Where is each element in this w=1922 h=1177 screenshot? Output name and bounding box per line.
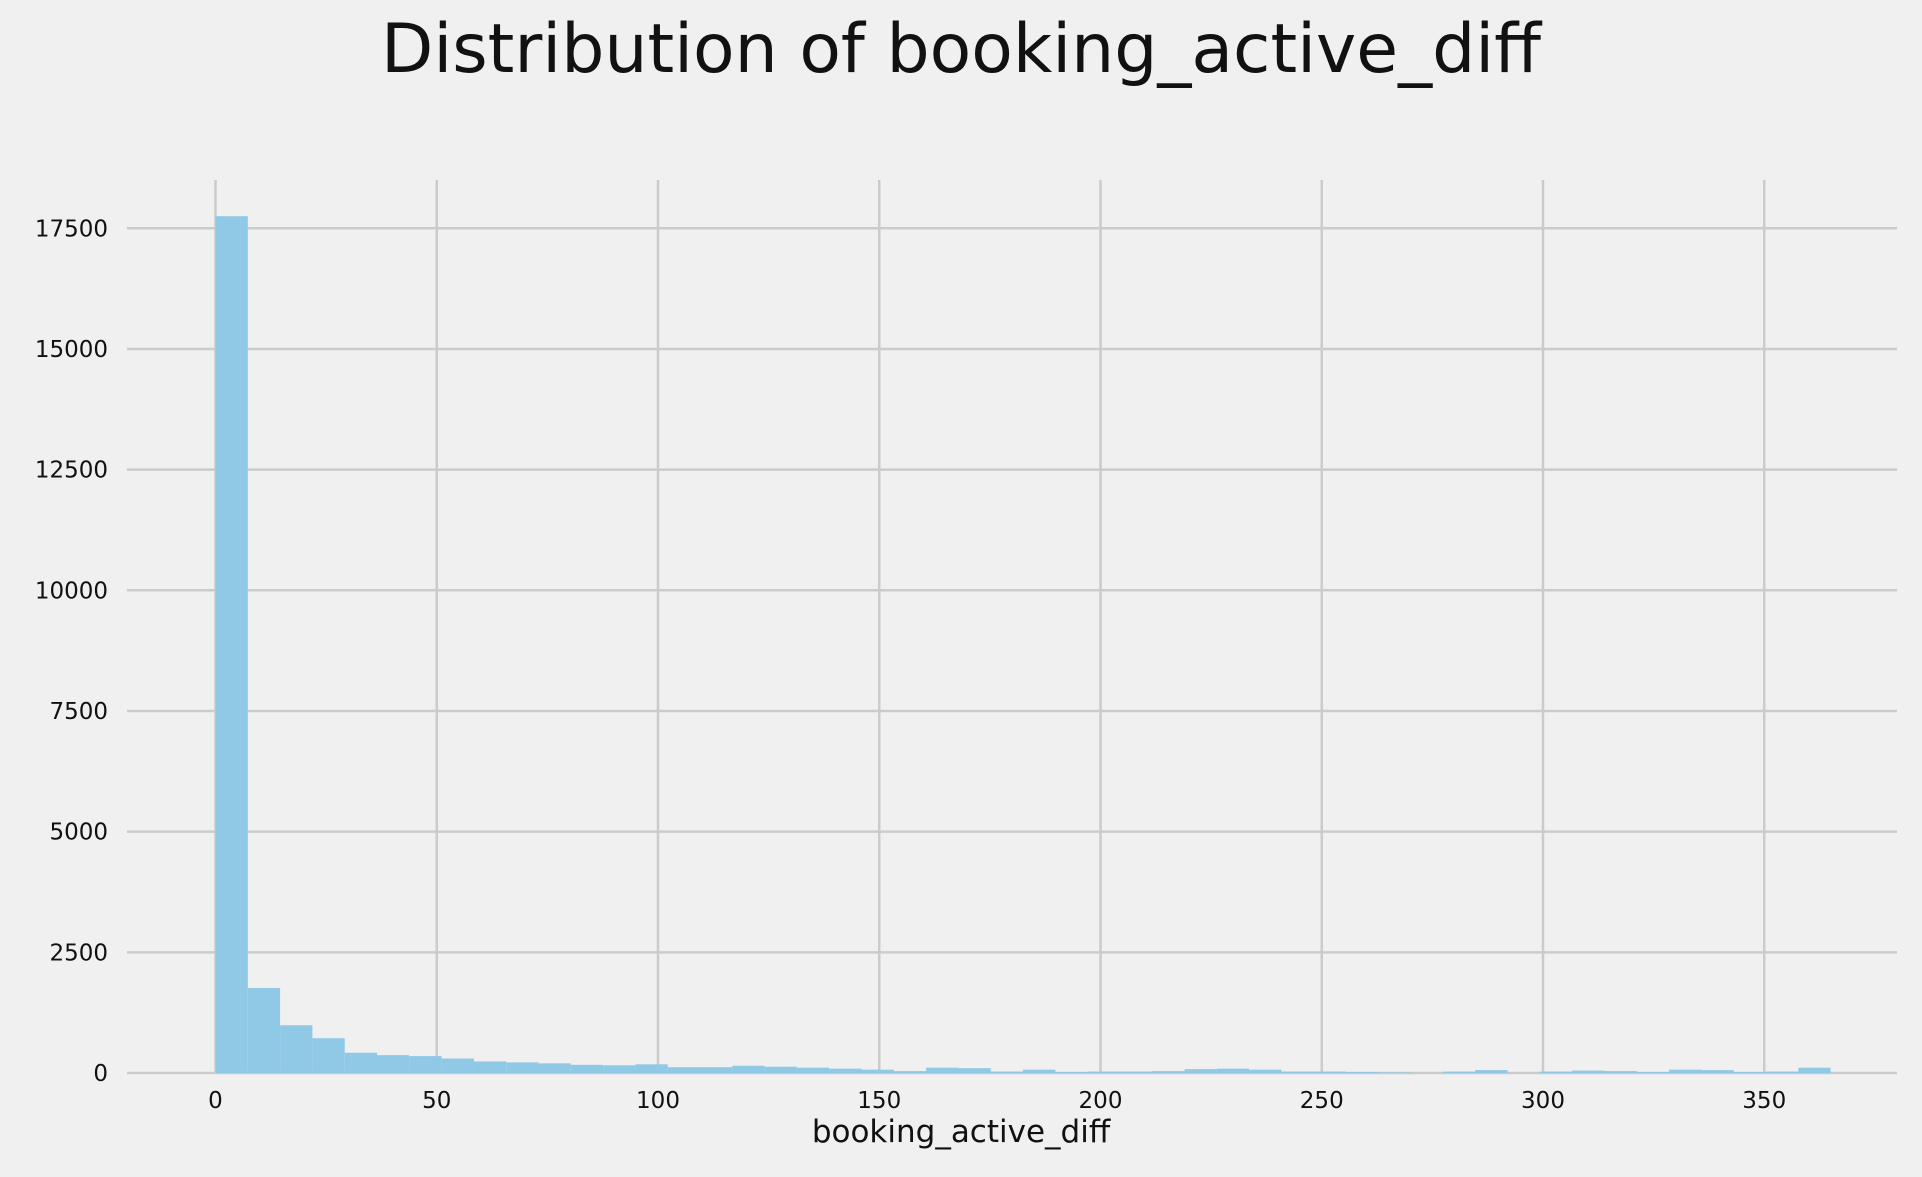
chart-title: Distribution of booking_active_diff: [381, 10, 1541, 89]
histogram-bar: [732, 1065, 765, 1073]
y-tick-label: 0: [93, 1061, 108, 1087]
histogram-bar: [893, 1071, 927, 1073]
x-tick-label: 200: [1079, 1088, 1123, 1114]
histogram-bar: [700, 1067, 733, 1073]
histogram-bar: [667, 1067, 701, 1073]
histogram-bar: [861, 1069, 894, 1073]
histogram-bar: [1281, 1071, 1314, 1073]
y-tick-label: 12500: [35, 458, 108, 484]
y-tick-label: 15000: [35, 337, 108, 363]
histogram-bar: [280, 1025, 313, 1073]
histogram-bar: [1119, 1071, 1153, 1073]
x-tick-label: 250: [1300, 1088, 1344, 1114]
y-tick-label: 10000: [35, 578, 108, 604]
histogram-bar: [1313, 1071, 1347, 1073]
histogram-bar: [1636, 1072, 1670, 1073]
x-tick-label: 350: [1742, 1088, 1786, 1114]
histogram-bar: [926, 1067, 959, 1073]
y-tick-label: 2500: [49, 940, 108, 966]
histogram-bar: [312, 1038, 345, 1073]
histogram-bar: [247, 988, 281, 1073]
histogram-bar: [829, 1068, 862, 1073]
x-tick-label: 100: [636, 1088, 680, 1114]
histogram-bar: [1701, 1070, 1734, 1073]
histogram-bar: [538, 1063, 571, 1073]
histogram-bar: [1216, 1068, 1250, 1073]
x-tick-label: 50: [422, 1088, 451, 1114]
histogram-bar: [1572, 1070, 1605, 1073]
histogram-bar: [635, 1064, 668, 1073]
histogram-bar: [1249, 1069, 1282, 1073]
histogram-bar: [1766, 1071, 1799, 1073]
histogram-bar: [1733, 1072, 1767, 1073]
histogram-bar: [1346, 1072, 1379, 1073]
histogram-bar: [796, 1067, 830, 1073]
histogram-bar: [603, 1065, 636, 1073]
x-tick-label: 150: [857, 1088, 901, 1114]
y-tick-label: 7500: [49, 699, 108, 725]
histogram-bar: [377, 1055, 410, 1073]
histogram-bar: [1669, 1069, 1702, 1073]
histogram-bar: [344, 1052, 378, 1073]
x-axis-label: booking_active_diff: [811, 1114, 1111, 1150]
histogram-bar: [441, 1058, 474, 1073]
histogram-bar: [506, 1062, 539, 1073]
histogram-bar: [958, 1068, 991, 1073]
histogram-bar: [1152, 1071, 1185, 1073]
x-tick-label: 0: [208, 1088, 223, 1114]
histogram-bar: [1798, 1067, 1831, 1073]
histogram-bar: [473, 1061, 507, 1073]
histogram-bar: [1442, 1071, 1476, 1073]
histogram-bar: [1055, 1072, 1088, 1073]
y-tick-label: 17500: [35, 216, 108, 242]
histogram-bar: [1539, 1071, 1573, 1073]
histogram-bar: [764, 1066, 797, 1073]
histogram-bar: [570, 1064, 604, 1073]
histogram-bar: [215, 216, 248, 1073]
histogram-bar: [409, 1056, 442, 1073]
histogram-bar: [990, 1071, 1024, 1073]
x-tick-label: 300: [1521, 1088, 1565, 1114]
histogram-bar: [1184, 1069, 1217, 1073]
histogram-bar: [1023, 1069, 1056, 1073]
histogram-bar: [1604, 1071, 1637, 1073]
histogram-bar: [1475, 1070, 1508, 1073]
y-tick-label: 5000: [49, 820, 108, 846]
histogram-bar: [1087, 1071, 1120, 1073]
